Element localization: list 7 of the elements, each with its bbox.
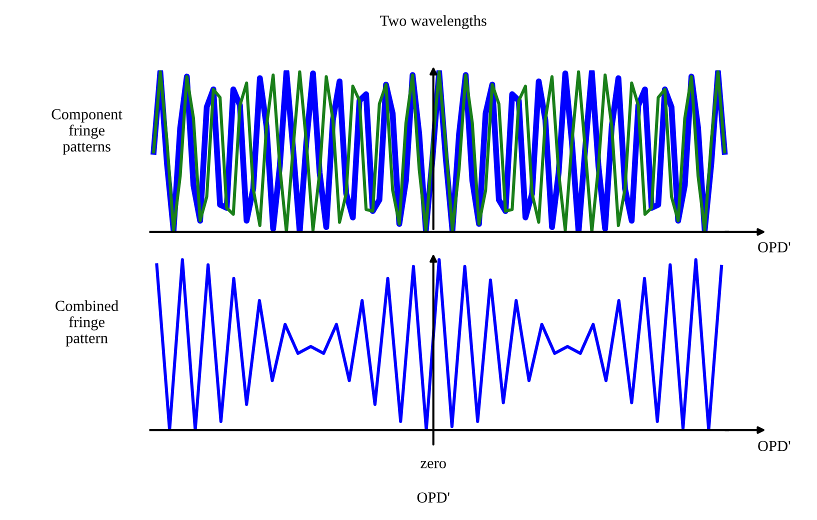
y-axis-title: Component fringe patterns: [52, 109, 122, 155]
x-axis-title: OPD': [758, 242, 790, 252]
x-axis-title: OPD': [758, 440, 790, 452]
text: OPD': [417, 492, 450, 503]
chart-title: Two wavelengths: [380, 15, 486, 30]
y-axis-title: Combined fringe pattern: [56, 300, 118, 346]
text: zero: [420, 460, 446, 468]
